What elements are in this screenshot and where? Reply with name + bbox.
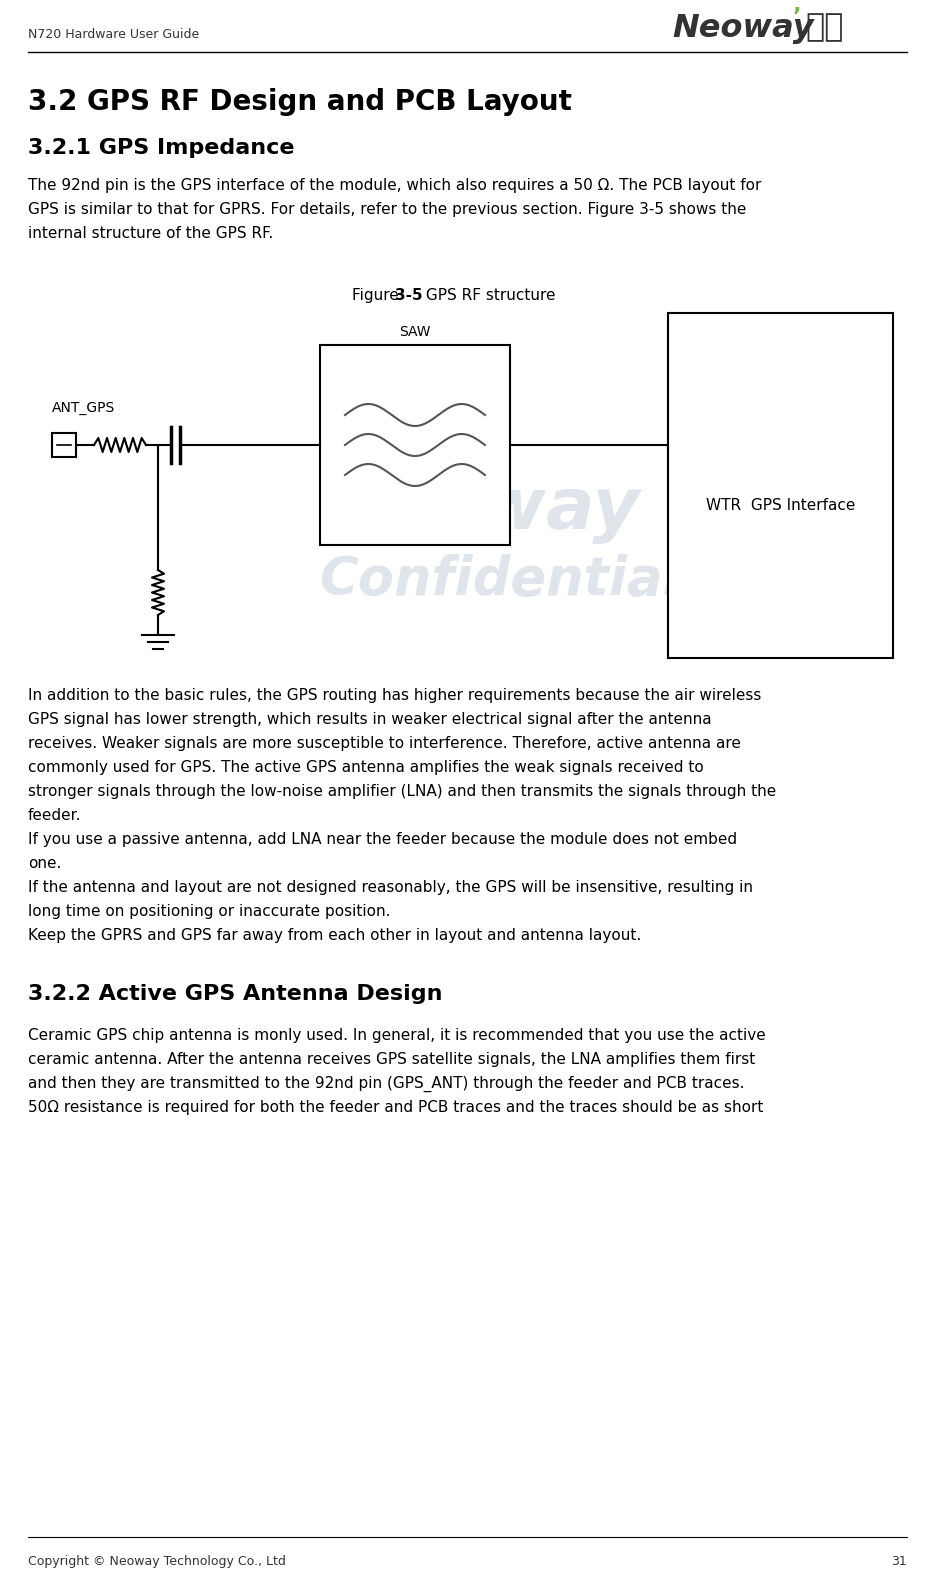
Text: 3.2.1 GPS Impedance: 3.2.1 GPS Impedance <box>28 138 295 159</box>
Text: In addition to the basic rules, the GPS routing has higher requirements because : In addition to the basic rules, the GPS … <box>28 689 761 703</box>
Text: feeder.: feeder. <box>28 808 81 824</box>
Text: and then they are transmitted to the 92nd pin (GPS_ANT) through the feeder and P: and then they are transmitted to the 92n… <box>28 1075 744 1093</box>
Text: WTR  GPS Interface: WTR GPS Interface <box>706 498 856 512</box>
Text: GPS is similar to that for GPRS. For details, refer to the previous section. Fig: GPS is similar to that for GPRS. For det… <box>28 201 746 217</box>
Bar <box>52 432 76 457</box>
Text: 3.2 GPS RF Design and PCB Layout: 3.2 GPS RF Design and PCB Layout <box>28 88 572 116</box>
Text: receives. Weaker signals are more susceptible to interference. Therefore, active: receives. Weaker signals are more suscep… <box>28 736 741 751</box>
Text: Ceramic GPS chip antenna is monly used. In general, it is recommended that you u: Ceramic GPS chip antenna is monly used. … <box>28 1028 766 1042</box>
Text: internal structure of the GPS RF.: internal structure of the GPS RF. <box>28 226 273 241</box>
Text: Keep the GPRS and GPS far away from each other in layout and antenna layout.: Keep the GPRS and GPS far away from each… <box>28 927 641 943</box>
Bar <box>668 313 893 659</box>
Text: If the antenna and layout are not designed reasonably, the GPS will be insensiti: If the antenna and layout are not design… <box>28 880 753 894</box>
Text: one.: one. <box>28 857 62 871</box>
Text: 31: 31 <box>891 1555 907 1567</box>
Text: SAW: SAW <box>399 325 431 340</box>
Text: Figure: Figure <box>352 288 404 303</box>
Text: 3-5: 3-5 <box>395 288 423 303</box>
Text: stronger signals through the low-noise amplifier (LNA) and then transmits the si: stronger signals through the low-noise a… <box>28 784 776 799</box>
Text: commonly used for GPS. The active GPS antenna amplifies the weak signals receive: commonly used for GPS. The active GPS an… <box>28 759 704 775</box>
Text: Copyright © Neoway Technology Co., Ltd: Copyright © Neoway Technology Co., Ltd <box>28 1555 286 1567</box>
Text: GPS RF structure: GPS RF structure <box>421 288 555 303</box>
Text: Confidential.: Confidential. <box>319 553 701 605</box>
Text: 3.2.2 Active GPS Antenna Design: 3.2.2 Active GPS Antenna Design <box>28 984 442 1005</box>
Text: N720 Hardware User Guide: N720 Hardware User Guide <box>28 28 199 41</box>
Text: 50Ω resistance is required for both the feeder and PCB traces and the traces sho: 50Ω resistance is required for both the … <box>28 1100 763 1115</box>
Text: ceramic antenna. After the antenna receives GPS satellite signals, the LNA ampli: ceramic antenna. After the antenna recei… <box>28 1052 755 1067</box>
Text: GPS signal has lower strength, which results in weaker electrical signal after t: GPS signal has lower strength, which res… <box>28 712 712 726</box>
Text: Neoway: Neoway <box>672 13 813 44</box>
Text: ’: ’ <box>793 6 801 27</box>
Text: 有方: 有方 <box>805 13 843 44</box>
Text: ANT_GPS: ANT_GPS <box>52 401 115 415</box>
Text: The 92nd pin is the GPS interface of the module, which also requires a 50 Ω. The: The 92nd pin is the GPS interface of the… <box>28 178 761 193</box>
Text: long time on positioning or inaccurate position.: long time on positioning or inaccurate p… <box>28 904 391 920</box>
Text: Neoway: Neoway <box>321 475 640 544</box>
Bar <box>320 344 510 545</box>
Text: If you use a passive antenna, add LNA near the feeder because the module does no: If you use a passive antenna, add LNA ne… <box>28 832 737 847</box>
